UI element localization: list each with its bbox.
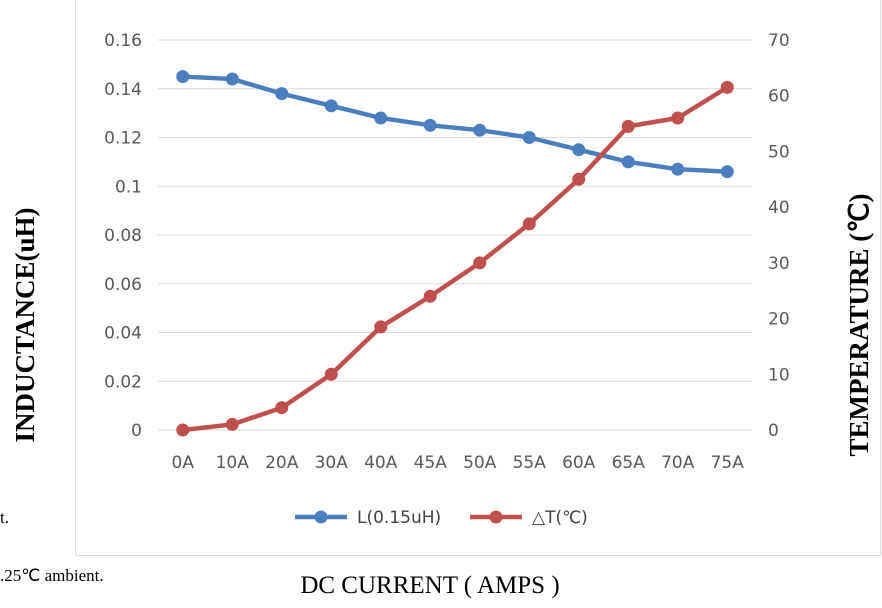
y-axis-right-title: TEMPERATURE (℃)	[844, 193, 874, 456]
y-right-tick-label: 60	[768, 87, 790, 107]
y-right-label: TEMPERATURE (℃)	[844, 193, 874, 456]
x-tick-label: 40A	[364, 453, 398, 473]
y-right-tick-label: 20	[768, 310, 790, 330]
x-tick-label: 70A	[661, 453, 695, 473]
chart-frame	[75, 0, 881, 556]
series-line-0	[182, 74, 728, 174]
y-right-tick-label: 30	[768, 254, 790, 274]
y-left-tick-label: 0.02	[104, 372, 142, 392]
y-left-tick-label: 0.16	[104, 31, 142, 51]
series-1-point	[621, 119, 635, 133]
series-0-point	[176, 70, 190, 84]
series-1-point	[572, 172, 586, 186]
series-1-point	[522, 217, 536, 231]
legend-swatch-marker	[489, 510, 503, 524]
series-0-point	[374, 111, 388, 125]
x-tick-label: 30A	[315, 453, 349, 473]
y-right-tick-label: 70	[768, 31, 790, 51]
y-right-tick-label: 50	[768, 142, 790, 162]
series-line-1	[182, 85, 729, 433]
y-left-tick-label: 0	[131, 421, 142, 441]
series-0-point	[275, 87, 289, 101]
footnote-line-1: t.	[0, 508, 9, 527]
legend-label: L(0.15uH)	[357, 508, 441, 528]
series-0-point	[324, 99, 338, 113]
series-1-point	[473, 256, 487, 270]
y-left-tick-label: 0.06	[104, 275, 142, 295]
x-tick-label: 55A	[513, 453, 547, 473]
x-tick-label: 0A	[172, 453, 195, 473]
y-right-tick-label: 40	[768, 198, 790, 218]
series-1-point	[324, 367, 338, 381]
x-tick-labels: 0A 10A 20A 30A 40A 45A 50A 55A 60A 65A 70A 75A	[172, 453, 745, 473]
series-0-point	[671, 162, 685, 176]
y-left-tick-label: 0.12	[104, 129, 142, 149]
series-0-point	[473, 123, 487, 137]
gridlines	[158, 39, 752, 431]
legend-swatch-marker	[314, 510, 328, 524]
y-axis-left-title: INDUCTANCE(uH)	[10, 207, 40, 442]
series-1-point	[225, 417, 239, 431]
y-right-tick-label: 0	[768, 421, 779, 441]
series-0-point	[225, 72, 239, 86]
series-1-point	[671, 111, 685, 125]
y-left-tick-label: 0.04	[104, 324, 142, 344]
series-0-point	[522, 131, 536, 144]
series-1-point	[720, 80, 734, 94]
series-1-point	[275, 401, 289, 415]
y-left-label: INDUCTANCE(uH)	[10, 207, 40, 442]
x-tick-label: 75A	[711, 453, 745, 473]
series-1-point	[176, 423, 190, 437]
x-tick-label: 20A	[265, 453, 299, 473]
x-tick-label: 50A	[463, 453, 497, 473]
x-tick-label: 60A	[562, 453, 596, 473]
y-left-tick-label: 0.14	[104, 80, 142, 100]
right-tick-labels: 0 10 20 30 40 50 60 70	[768, 31, 790, 441]
x-tick-label: 45A	[414, 453, 448, 473]
y-right-tick-label: 10	[768, 365, 790, 385]
series-1-point	[423, 289, 437, 303]
footnote-line-2: .25℃ ambient.	[0, 566, 104, 585]
x-tick-label: 10A	[216, 453, 250, 473]
legend: L(0.15uH) △T(℃)	[295, 508, 588, 528]
left-tick-labels: 0 0.02 0.04 0.06 0.08 0.1 0.12 0.14 0.16	[104, 31, 142, 441]
series-layer	[176, 70, 734, 437]
y-left-tick-label: 0.1	[115, 177, 142, 197]
series-1-point	[374, 320, 388, 334]
series-0-point	[423, 118, 437, 132]
x-axis-title: DC CURRENT ( AMPS )	[300, 572, 560, 599]
series-0-point	[572, 143, 586, 157]
series-0-point	[621, 155, 635, 169]
legend-label: △T(℃)	[532, 508, 588, 528]
x-tick-label: 65A	[612, 453, 646, 473]
y-left-tick-label: 0.08	[104, 226, 142, 246]
series-0-point	[720, 165, 734, 179]
